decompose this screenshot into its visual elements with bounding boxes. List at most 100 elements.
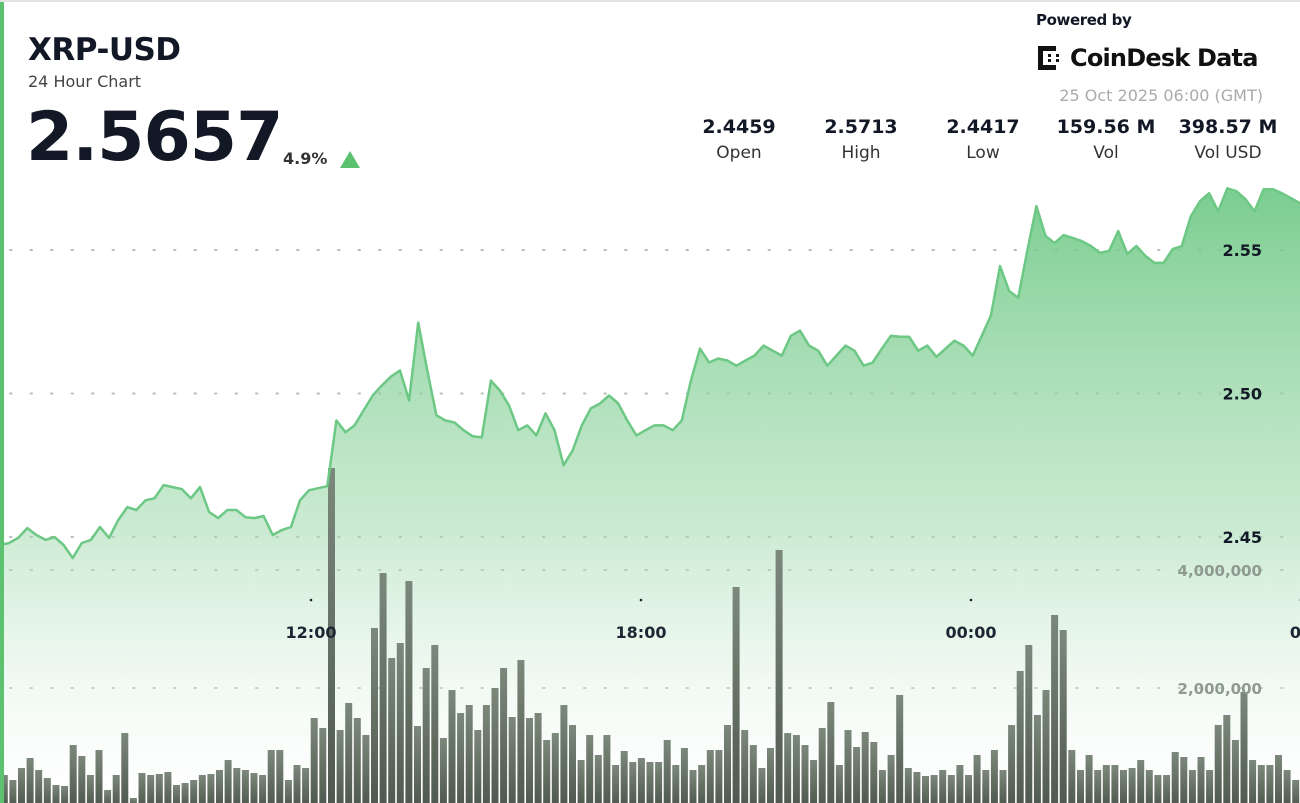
volume-bar — [1008, 725, 1016, 803]
volume-bar — [784, 733, 792, 803]
volume-bar — [603, 735, 611, 803]
stat-label: Open — [716, 143, 762, 163]
volume-bar — [207, 774, 215, 803]
volume-bar — [586, 735, 594, 803]
stat-vol: 159.56 M Vol — [1046, 116, 1166, 163]
stat-label: High — [841, 143, 881, 163]
volume-bar — [569, 725, 576, 803]
volume-bar — [715, 750, 723, 803]
volume-bar — [284, 780, 292, 803]
x-tick-mark — [969, 598, 973, 602]
volume-bar — [448, 690, 456, 803]
volume-bar — [1257, 765, 1265, 803]
volume-axis-label: 2,000,000 — [1178, 680, 1262, 698]
volume-bar — [861, 732, 869, 803]
volume-bar — [1292, 780, 1300, 803]
volume-bar — [1111, 765, 1119, 803]
volume-bar — [104, 790, 112, 803]
volume-bar — [922, 776, 929, 803]
volume-bar — [990, 750, 998, 803]
volume-bar — [517, 660, 525, 803]
volume-bar — [138, 773, 146, 803]
volume-bar — [1171, 752, 1179, 803]
volume-bar — [216, 770, 223, 803]
volume-bar — [112, 775, 120, 803]
volume-bar — [1033, 715, 1041, 803]
volume-bar — [1145, 770, 1153, 803]
volume-bar — [345, 703, 353, 803]
volume-bar — [706, 750, 714, 803]
volume-bar — [1102, 765, 1110, 803]
stat-high: 2.5713 High — [801, 116, 921, 163]
current-price: 2.5657 — [26, 98, 283, 177]
stat-label: Vol USD — [1194, 143, 1262, 163]
chart-subtitle: 24 Hour Chart — [28, 72, 142, 91]
accent-edge — [0, 0, 4, 803]
volume-bar — [422, 668, 430, 803]
volume-bar — [155, 774, 163, 803]
volume-bar — [52, 785, 60, 803]
volume-bar — [267, 750, 275, 803]
volume-bar — [560, 705, 568, 803]
volume-bar — [35, 770, 43, 803]
volume-bar — [801, 745, 809, 803]
volume-bar — [663, 740, 671, 803]
volume-bar — [758, 768, 766, 803]
volume-bar — [388, 658, 396, 803]
x-axis-label: 12:00 — [286, 623, 337, 642]
volume-bar — [913, 772, 921, 803]
volume-bar — [414, 726, 421, 803]
volume-bar — [680, 748, 688, 803]
volume-bar — [26, 758, 34, 803]
volume-bar — [1240, 692, 1248, 803]
volume-bar — [810, 760, 818, 803]
price-axis-label: 2.55 — [1223, 241, 1262, 260]
volume-bar — [1283, 770, 1291, 803]
price-axis-label: 2.50 — [1223, 385, 1262, 404]
volume-bar — [947, 775, 955, 803]
stat-value: 2.4417 — [946, 116, 1020, 138]
stat-label: Vol — [1093, 143, 1119, 163]
volume-bar — [594, 755, 602, 803]
volume-bar — [887, 755, 895, 803]
volume-bar — [353, 718, 361, 803]
volume-bar — [129, 798, 137, 803]
volume-bar — [896, 695, 904, 803]
price-axis-label: 2.45 — [1223, 528, 1262, 547]
volume-bar — [1206, 770, 1214, 803]
stat-value: 398.57 M — [1178, 116, 1278, 138]
volume-bar — [965, 775, 972, 803]
volume-bar — [491, 688, 499, 803]
volume-bar — [698, 765, 706, 803]
volume-bar — [526, 718, 533, 803]
volume-bar — [500, 668, 508, 803]
volume-bar — [121, 733, 129, 803]
x-axis-label: 06 — [1290, 623, 1300, 642]
volume-bar — [1085, 755, 1093, 803]
volume-bar — [646, 762, 654, 803]
volume-bar — [767, 748, 774, 803]
volume-bar — [844, 730, 852, 803]
volume-bar — [69, 745, 77, 803]
volume-bar — [43, 778, 51, 803]
chart-date: 25 Oct 2025 06:00 (GMT) — [1059, 86, 1263, 105]
volume-bar — [293, 765, 301, 803]
volume-bar — [328, 468, 335, 803]
volume-bar — [198, 775, 206, 803]
stat-low: 2.4417 Low — [923, 116, 1043, 163]
volume-bar — [792, 735, 800, 803]
volume-bar — [775, 550, 783, 803]
volume-bar — [1059, 630, 1067, 803]
volume-bar — [508, 717, 516, 803]
up-triangle-icon — [340, 151, 360, 168]
volume-bar — [637, 758, 645, 803]
volume-bar — [164, 772, 172, 803]
volume-bar — [1137, 760, 1145, 803]
volume-bar — [1042, 690, 1050, 803]
volume-bar — [241, 770, 249, 803]
volume-bar — [1163, 775, 1171, 803]
price-change: 4.9% — [283, 149, 328, 168]
volume-bar — [439, 738, 447, 803]
logo-text: CoinDesk Data — [1070, 44, 1258, 72]
